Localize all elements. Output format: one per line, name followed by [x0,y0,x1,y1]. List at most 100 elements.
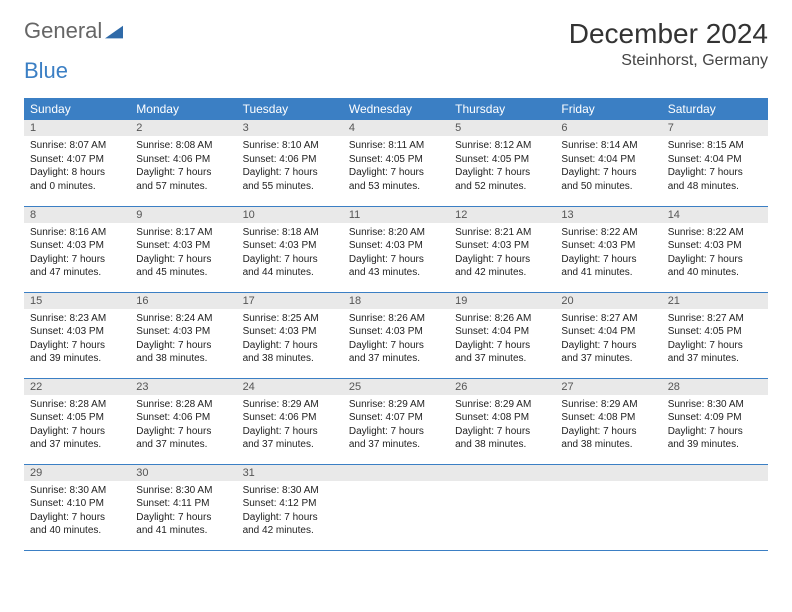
sunrise-text: Sunrise: 8:29 AM [349,398,443,412]
calendar-day-cell: 26Sunrise: 8:29 AMSunset: 4:08 PMDayligh… [449,378,555,464]
sunrise-text: Sunrise: 8:11 AM [349,139,443,153]
daylight-text: Daylight: 7 hours [668,425,762,439]
day-details: Sunrise: 8:24 AMSunset: 4:03 PMDaylight:… [130,309,236,372]
daylight-text: and 37 minutes. [349,438,443,452]
calendar-week-row: 29Sunrise: 8:30 AMSunset: 4:10 PMDayligh… [24,464,768,550]
sunset-text: Sunset: 4:03 PM [243,325,337,339]
day-details: Sunrise: 8:26 AMSunset: 4:04 PMDaylight:… [449,309,555,372]
sunset-text: Sunset: 4:08 PM [561,411,655,425]
sunrise-text: Sunrise: 8:14 AM [561,139,655,153]
sunrise-text: Sunrise: 8:29 AM [243,398,337,412]
daylight-text: and 40 minutes. [668,266,762,280]
calendar-day-cell [555,464,661,550]
sunset-text: Sunset: 4:03 PM [30,325,124,339]
calendar-day-cell: 16Sunrise: 8:24 AMSunset: 4:03 PMDayligh… [130,292,236,378]
day-details: Sunrise: 8:29 AMSunset: 4:08 PMDaylight:… [449,395,555,458]
daylight-text: Daylight: 7 hours [30,339,124,353]
daylight-text: and 37 minutes. [243,438,337,452]
daylight-text: Daylight: 7 hours [668,253,762,267]
day-details: Sunrise: 8:30 AMSunset: 4:12 PMDaylight:… [237,481,343,544]
calendar-day-cell: 11Sunrise: 8:20 AMSunset: 4:03 PMDayligh… [343,206,449,292]
daylight-text: Daylight: 7 hours [30,425,124,439]
day-header: Saturday [662,98,768,120]
day-details: Sunrise: 8:23 AMSunset: 4:03 PMDaylight:… [24,309,130,372]
daylight-text: Daylight: 7 hours [136,253,230,267]
day-number: 31 [237,465,343,481]
sunrise-text: Sunrise: 8:10 AM [243,139,337,153]
daylight-text: and 45 minutes. [136,266,230,280]
sunset-text: Sunset: 4:05 PM [668,325,762,339]
sunset-text: Sunset: 4:06 PM [243,153,337,167]
day-number: 23 [130,379,236,395]
calendar-body: 1Sunrise: 8:07 AMSunset: 4:07 PMDaylight… [24,120,768,550]
sunset-text: Sunset: 4:12 PM [243,497,337,511]
daylight-text: Daylight: 7 hours [243,339,337,353]
sunset-text: Sunset: 4:10 PM [30,497,124,511]
day-details: Sunrise: 8:27 AMSunset: 4:04 PMDaylight:… [555,309,661,372]
sunrise-text: Sunrise: 8:27 AM [668,312,762,326]
daylight-text: Daylight: 7 hours [455,339,549,353]
day-number: 14 [662,207,768,223]
day-number: 7 [662,120,768,136]
calendar-day-cell [343,464,449,550]
calendar-day-cell: 19Sunrise: 8:26 AMSunset: 4:04 PMDayligh… [449,292,555,378]
sunset-text: Sunset: 4:03 PM [30,239,124,253]
sunrise-text: Sunrise: 8:23 AM [30,312,124,326]
day-details: Sunrise: 8:30 AMSunset: 4:11 PMDaylight:… [130,481,236,544]
daylight-text: and 0 minutes. [30,180,124,194]
daylight-text: and 37 minutes. [561,352,655,366]
daylight-text: and 42 minutes. [243,524,337,538]
logo-text1: General [24,18,102,44]
day-details: Sunrise: 8:26 AMSunset: 4:03 PMDaylight:… [343,309,449,372]
calendar-day-cell: 28Sunrise: 8:30 AMSunset: 4:09 PMDayligh… [662,378,768,464]
daylight-text: and 37 minutes. [668,352,762,366]
daylight-text: Daylight: 7 hours [243,253,337,267]
day-details: Sunrise: 8:18 AMSunset: 4:03 PMDaylight:… [237,223,343,286]
sunset-text: Sunset: 4:07 PM [349,411,443,425]
daylight-text: Daylight: 7 hours [349,253,443,267]
calendar-day-cell: 23Sunrise: 8:28 AMSunset: 4:06 PMDayligh… [130,378,236,464]
day-details: Sunrise: 8:22 AMSunset: 4:03 PMDaylight:… [555,223,661,286]
sunset-text: Sunset: 4:03 PM [349,325,443,339]
calendar-week-row: 8Sunrise: 8:16 AMSunset: 4:03 PMDaylight… [24,206,768,292]
sunset-text: Sunset: 4:06 PM [243,411,337,425]
daylight-text: Daylight: 7 hours [243,166,337,180]
day-details: Sunrise: 8:07 AMSunset: 4:07 PMDaylight:… [24,136,130,199]
calendar-day-cell: 13Sunrise: 8:22 AMSunset: 4:03 PMDayligh… [555,206,661,292]
calendar-day-cell: 3 Sunrise: 8:10 AMSunset: 4:06 PMDaylight… [237,120,343,206]
sunset-text: Sunset: 4:04 PM [561,325,655,339]
day-number: 10 [237,207,343,223]
sunset-text: Sunset: 4:05 PM [349,153,443,167]
sunrise-text: Sunrise: 8:30 AM [668,398,762,412]
daylight-text: and 50 minutes. [561,180,655,194]
calendar-day-cell: 30Sunrise: 8:30 AMSunset: 4:11 PMDayligh… [130,464,236,550]
sunset-text: Sunset: 4:05 PM [455,153,549,167]
day-details: Sunrise: 8:11 AMSunset: 4:05 PMDaylight:… [343,136,449,199]
day-header: Tuesday [237,98,343,120]
day-number: 17 [237,293,343,309]
daylight-text: and 38 minutes. [561,438,655,452]
day-number: 1 [24,120,130,136]
calendar-day-cell: 29Sunrise: 8:30 AMSunset: 4:10 PMDayligh… [24,464,130,550]
sunset-text: Sunset: 4:03 PM [136,239,230,253]
day-number: 29 [24,465,130,481]
daylight-text: Daylight: 7 hours [349,425,443,439]
sunrise-text: Sunrise: 8:28 AM [30,398,124,412]
calendar-day-cell: 9Sunrise: 8:17 AMSunset: 4:03 PMDaylight… [130,206,236,292]
day-number: 9 [130,207,236,223]
sunrise-text: Sunrise: 8:30 AM [243,484,337,498]
calendar-day-cell: 1Sunrise: 8:07 AMSunset: 4:07 PMDaylight… [24,120,130,206]
calendar-day-cell: 22Sunrise: 8:28 AMSunset: 4:05 PMDayligh… [24,378,130,464]
daylight-text: and 39 minutes. [668,438,762,452]
daylight-text: and 41 minutes. [561,266,655,280]
day-details: Sunrise: 8:22 AMSunset: 4:03 PMDaylight:… [662,223,768,286]
daylight-text: and 37 minutes. [349,352,443,366]
calendar-day-cell [449,464,555,550]
daylight-text: and 52 minutes. [455,180,549,194]
day-header: Friday [555,98,661,120]
day-number: 3 [237,120,343,136]
sunset-text: Sunset: 4:03 PM [136,325,230,339]
calendar-day-cell: 20Sunrise: 8:27 AMSunset: 4:04 PMDayligh… [555,292,661,378]
daylight-text: Daylight: 8 hours [30,166,124,180]
calendar-table: Sunday Monday Tuesday Wednesday Thursday… [24,98,768,551]
